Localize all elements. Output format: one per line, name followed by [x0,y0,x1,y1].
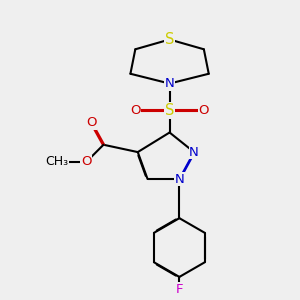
Text: N: N [175,172,184,185]
Text: N: N [165,77,175,90]
Text: S: S [165,103,174,118]
Text: O: O [199,104,209,117]
Text: O: O [86,116,97,129]
Text: CH₃: CH₃ [45,155,69,168]
Text: F: F [176,283,183,296]
Text: O: O [130,104,141,117]
Text: S: S [165,32,174,47]
Text: N: N [189,146,199,159]
Text: O: O [81,155,92,168]
